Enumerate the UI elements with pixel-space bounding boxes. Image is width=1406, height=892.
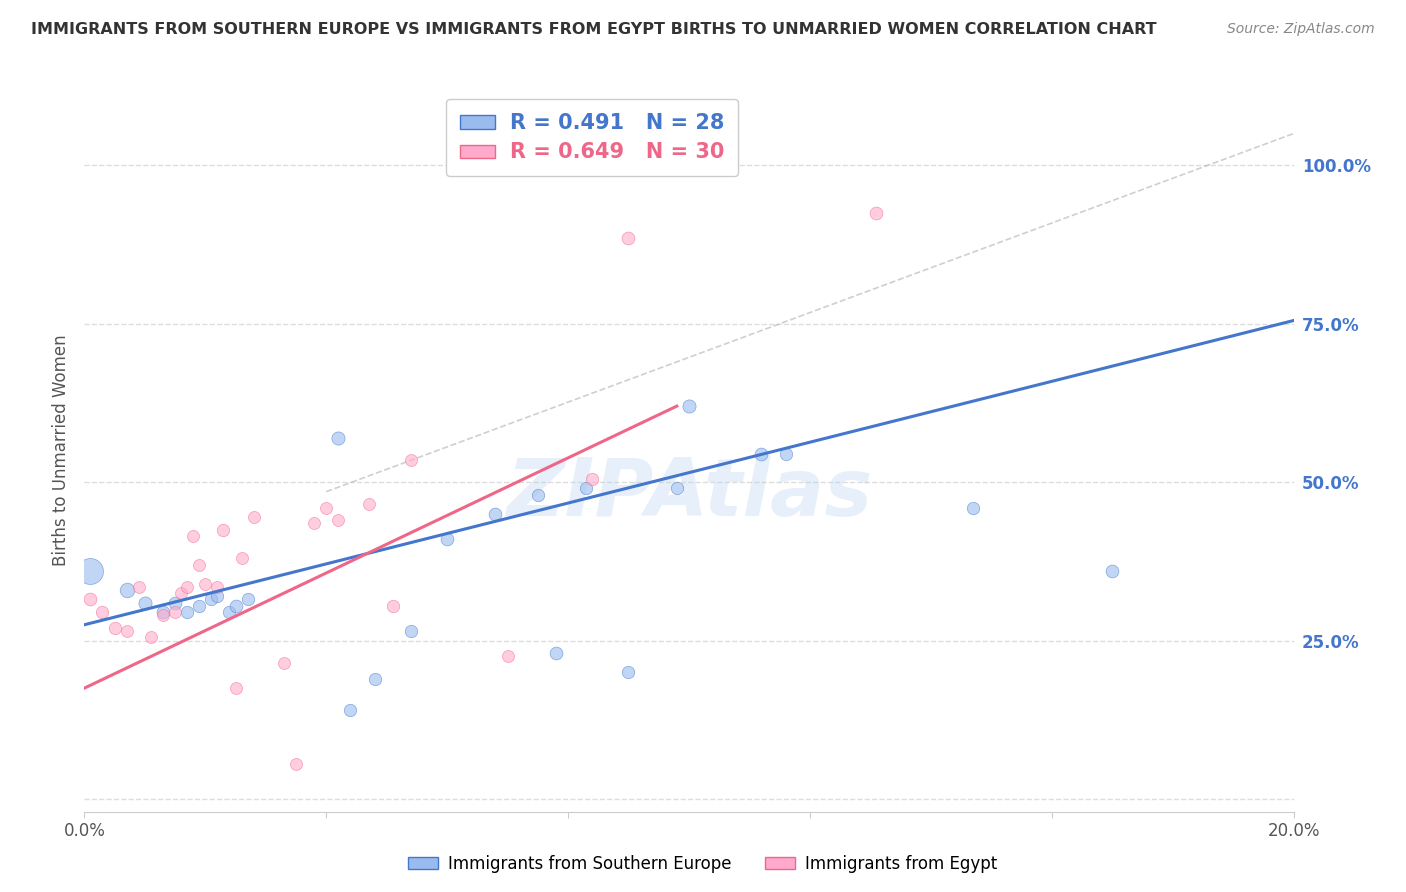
Point [91,605,114,619]
Point [496,649,519,664]
Point [181,529,204,543]
Point [128,580,150,594]
Point [115,624,138,639]
Point [152,605,174,619]
Point [328,431,350,445]
Point [225,599,247,613]
Point [242,510,264,524]
Point [139,631,162,645]
Point [176,580,198,594]
Point [399,624,422,639]
Point [527,488,550,502]
Point [165,596,187,610]
Point [207,580,229,594]
Y-axis label: Births to Unmarried Women: Births to Unmarried Women [52,334,70,566]
Point [865,206,887,220]
Point [115,582,138,597]
Point [207,589,229,603]
Legend: Immigrants from Southern Europe, Immigrants from Egypt: Immigrants from Southern Europe, Immigra… [402,848,1004,880]
Point [962,500,984,515]
Point [170,586,193,600]
Text: Source: ZipAtlas.com: Source: ZipAtlas.com [1227,22,1375,37]
Point [617,665,640,680]
Point [218,605,240,619]
Point [381,599,404,613]
Point [194,576,217,591]
Point [285,757,308,772]
Point [273,656,295,670]
Point [484,507,506,521]
Point [176,605,198,619]
Point [617,231,640,245]
Point [165,605,187,619]
Point [231,551,253,566]
Point [236,592,259,607]
Point [1101,564,1123,578]
Point [188,558,211,572]
Point [357,497,380,511]
Text: ZIPAtlas: ZIPAtlas [506,455,872,533]
Point [225,681,247,695]
Point [751,447,773,461]
Point [339,703,361,717]
Point [152,608,174,623]
Legend: R = 0.491   N = 28, R = 0.649   N = 30: R = 0.491 N = 28, R = 0.649 N = 30 [446,99,738,176]
Point [79,564,101,578]
Point [575,482,598,496]
Point [678,399,700,413]
Point [363,672,385,686]
Point [212,523,235,537]
Text: IMMIGRANTS FROM SOUTHERN EUROPE VS IMMIGRANTS FROM EGYPT BIRTHS TO UNMARRIED WOM: IMMIGRANTS FROM SOUTHERN EUROPE VS IMMIG… [31,22,1157,37]
Point [328,513,350,527]
Point [581,472,603,486]
Point [315,500,337,515]
Point [104,621,127,635]
Point [544,646,567,660]
Point [665,482,688,496]
Point [200,592,222,607]
Point [775,447,797,461]
Point [436,532,458,546]
Point [134,596,156,610]
Point [79,592,101,607]
Point [188,599,211,613]
Point [399,453,422,467]
Point [302,516,325,531]
